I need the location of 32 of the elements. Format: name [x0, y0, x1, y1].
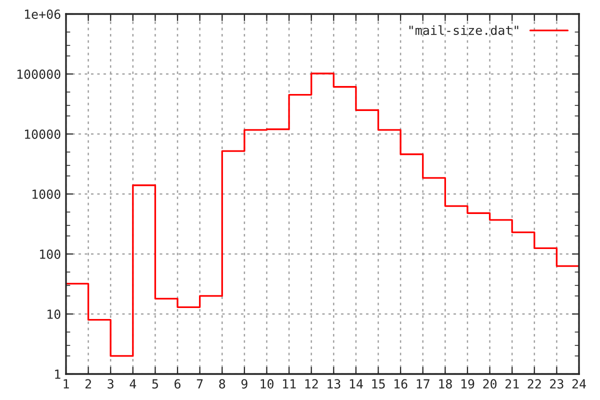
- x-tick-label: 3: [108, 379, 114, 389]
- x-tick-label: 5: [152, 379, 158, 389]
- y-tick-label: 1000: [32, 190, 60, 199]
- x-tick-label: 23: [550, 379, 564, 389]
- x-tick-label: 14: [350, 379, 363, 388]
- y-tick-label: 1: [55, 370, 60, 379]
- x-tick-label: 17: [416, 379, 430, 388]
- x-tick-label: 10: [260, 379, 274, 389]
- x-tick-label: 20: [483, 379, 496, 389]
- x-tick-label: 8: [219, 379, 226, 389]
- x-tick-label: 2: [85, 379, 92, 388]
- x-tick-label: 16: [394, 379, 408, 389]
- y-tick-label: 100: [40, 250, 60, 259]
- x-tick-label: 24: [572, 379, 586, 388]
- x-tick-label: 1: [64, 379, 69, 388]
- y-tick-label: 10: [48, 310, 60, 319]
- x-tick-label: 21: [505, 379, 519, 388]
- x-tick-label: 15: [372, 379, 385, 389]
- x-tick-label: 12: [305, 379, 318, 388]
- x-tick-label: 7: [196, 379, 203, 388]
- y-tick-label: 1e+06: [25, 10, 60, 19]
- x-tick-label: 18: [439, 379, 452, 389]
- x-tick-label: 11: [283, 379, 296, 388]
- x-tick-label: 9: [241, 379, 248, 389]
- x-tick-label: 6: [174, 379, 180, 389]
- y-tick-label: 100000: [17, 70, 60, 79]
- legend-label: "mail-size.dat": [409, 25, 518, 35]
- y-tick-label: 10000: [25, 130, 60, 139]
- x-tick-label: 4: [130, 379, 136, 388]
- x-tick-label: 19: [461, 379, 474, 389]
- x-tick-label: 13: [328, 379, 340, 389]
- x-tick-label: 22: [528, 379, 541, 388]
